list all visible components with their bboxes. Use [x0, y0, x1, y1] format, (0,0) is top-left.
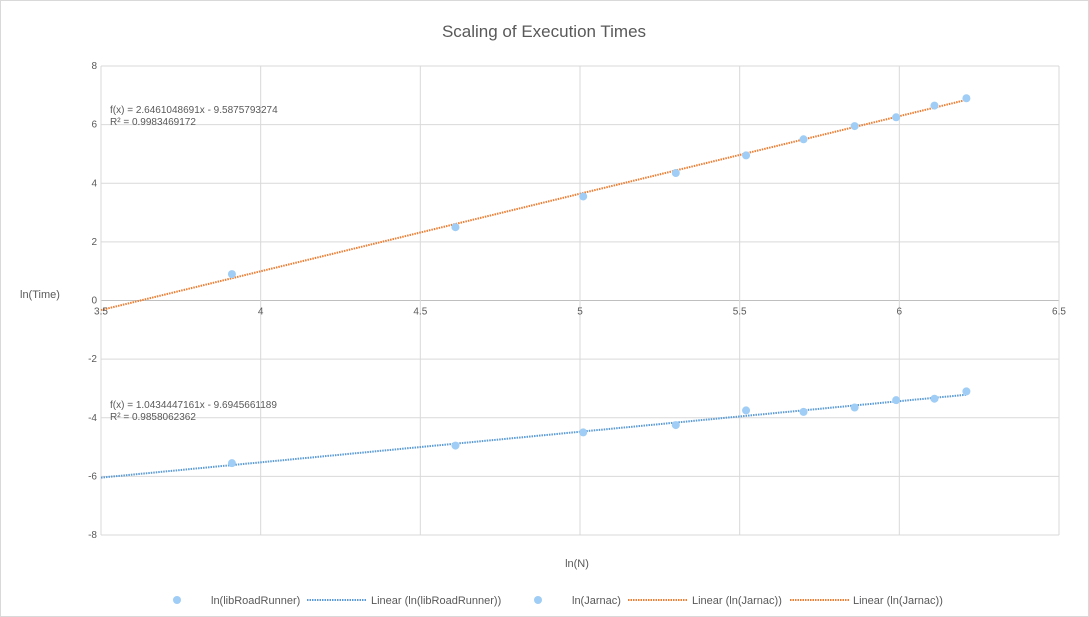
trendline-equation: f(x) = 2.6461048691x - 9.5875793274 — [110, 105, 278, 116]
point-series1 — [671, 168, 680, 177]
point-series1 — [850, 122, 859, 131]
x-tick-label: 4 — [258, 307, 264, 318]
legend-marker-dot — [173, 596, 181, 604]
point-series0 — [227, 459, 236, 468]
trendline-r-squared: R² = 0.9983469172 — [110, 117, 196, 128]
y-tick-label: -8 — [88, 530, 97, 541]
x-tick-label: 5.5 — [733, 307, 747, 318]
legend-label: Linear (ln(Jarnac)) — [692, 595, 782, 607]
y-tick-label: -6 — [88, 471, 97, 482]
x-tick-label: 6 — [897, 307, 903, 318]
point-series0 — [850, 403, 859, 412]
y-tick-label: -2 — [88, 354, 97, 365]
point-series1 — [930, 101, 939, 110]
trendline-r-squared: R² = 0.9858062362 — [110, 412, 196, 423]
y-tick-label: 6 — [91, 120, 97, 131]
gridlines — [100, 65, 1060, 536]
point-series0 — [799, 407, 808, 416]
point-series1 — [799, 135, 808, 144]
point-series1 — [227, 270, 236, 279]
legend-label: Linear (ln(Jarnac)) — [853, 595, 943, 607]
x-tick-label: 5 — [577, 307, 583, 318]
point-series0 — [930, 394, 939, 403]
point-series0 — [892, 396, 901, 405]
chart-title: Scaling of Execution Times — [442, 22, 646, 41]
trendline-1 — [100, 98, 967, 312]
point-series1 — [579, 192, 588, 201]
x-tick-label: 4.5 — [413, 307, 427, 318]
legend: ln(libRoadRunner) Linear (ln(libRoadRunne… — [173, 595, 943, 607]
y-tick-labels: 8 6 4 2 0 -2 -4 -6 -8 — [88, 61, 97, 541]
legend-label: ln(libRoadRunner) — [211, 595, 300, 607]
x-axis-label: ln(N) — [565, 558, 589, 570]
point-series0 — [962, 387, 971, 396]
point-series0 — [579, 428, 588, 437]
point-series1 — [451, 223, 460, 232]
y-tick-label: 0 — [91, 296, 97, 307]
point-series0 — [451, 441, 460, 450]
legend-marker-dot — [534, 596, 542, 604]
x-tick-label: 3.5 — [94, 307, 108, 318]
y-tick-label: 2 — [91, 237, 97, 248]
point-series0 — [742, 406, 751, 415]
point-series0 — [671, 421, 680, 430]
point-series1 — [892, 113, 901, 122]
x-tick-labels: 3.5 4 4.5 5 5.5 6 6.5 — [94, 307, 1066, 318]
y-tick-label: 8 — [91, 61, 97, 72]
trendlines — [100, 98, 967, 479]
legend-label: Linear (ln(libRoadRunner)) — [371, 595, 501, 607]
point-series1 — [742, 151, 751, 160]
trendline-equation: f(x) = 1.0434447161x - 9.6945661189 — [110, 400, 277, 411]
legend-label: ln(Jarnac) — [572, 595, 621, 607]
y-tick-label: -4 — [88, 413, 97, 424]
point-series1 — [962, 94, 971, 103]
y-axis-label: ln(Time) — [20, 289, 60, 301]
x-tick-label: 6.5 — [1052, 307, 1066, 318]
data-points — [227, 94, 971, 468]
y-tick-label: 4 — [91, 178, 97, 189]
